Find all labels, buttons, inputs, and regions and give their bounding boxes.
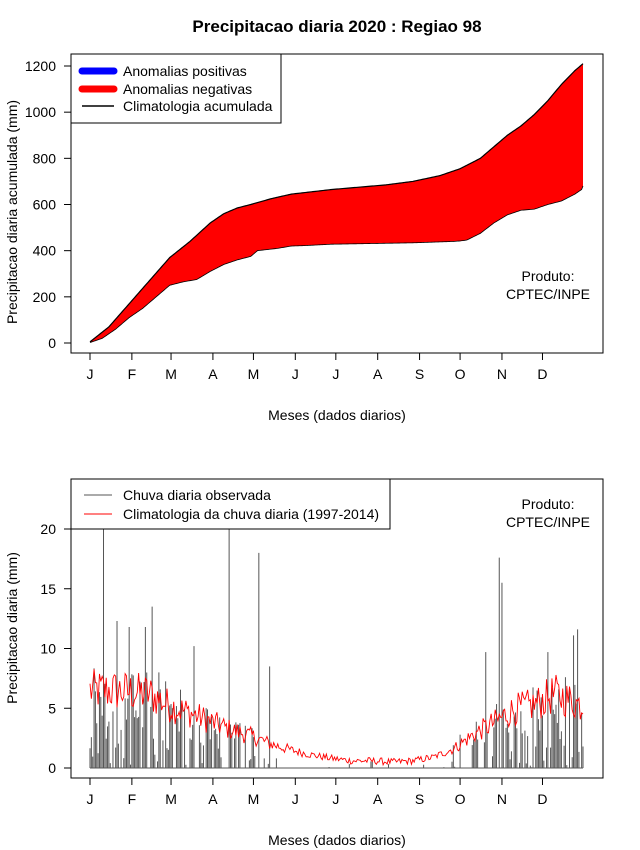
x-tick-label: F xyxy=(128,366,137,382)
legend: Anomalias positivas Anomalias negativas … xyxy=(70,53,282,124)
y-tick-label: 0 xyxy=(48,335,56,351)
observed-accumulated-line xyxy=(89,185,584,343)
x-tick-label: M xyxy=(165,366,177,382)
legend-entry-observed: Chuva diaria observada xyxy=(123,487,271,503)
x-tick-label: A xyxy=(208,366,218,382)
y-tick-label: 20 xyxy=(40,521,56,537)
anomaly-area xyxy=(90,63,583,343)
y-tick-label: 400 xyxy=(33,243,57,259)
climatology-accumulated-line xyxy=(89,63,584,343)
accumulated-precipitation-chart: 0 200 400 600 800 1000 1200 J F M A M J J A S O N D Preci… xyxy=(4,53,604,423)
legend-entry-daily-climatology: Climatologia da chuva diaria (1997-2014) xyxy=(123,506,379,522)
negative-anomaly-fill xyxy=(90,63,583,343)
x-tick-label: M xyxy=(248,366,260,382)
y-tick-label: 200 xyxy=(33,289,57,305)
y-tick-label: 5 xyxy=(48,700,56,716)
legend-entry-negative: Anomalias negativas xyxy=(123,81,252,97)
x-tick-label: M xyxy=(165,791,177,807)
x-axis-label: Meses (dados diarios) xyxy=(268,832,406,848)
y-tick-label: 10 xyxy=(40,641,56,657)
legend: Chuva diaria observada Climatologia da c… xyxy=(70,478,391,530)
x-tick-label: J xyxy=(87,366,94,382)
x-tick-label: S xyxy=(415,791,424,807)
daily-climatology-series xyxy=(89,669,584,767)
y-tick-label: 0 xyxy=(48,760,56,776)
x-tick-label: F xyxy=(128,791,137,807)
x-axis-label: Meses (dados diarios) xyxy=(268,407,406,423)
x-tick-label: M xyxy=(248,791,260,807)
x-tick-label: J xyxy=(332,366,339,382)
x-tick-label: A xyxy=(373,791,383,807)
daily-climatology-line xyxy=(89,669,584,767)
legend-entry-climatology: Climatologia acumulada xyxy=(123,98,273,114)
daily-precipitation-chart: 0 5 10 15 20 J F M A M J J A S O N D Precipitacao diari… xyxy=(4,478,604,848)
x-tick-label: S xyxy=(415,366,424,382)
x-tick-label: A xyxy=(208,791,218,807)
y-axis: 0 200 400 600 800 1000 1200 xyxy=(25,58,72,351)
x-tick-label: J xyxy=(292,791,299,807)
x-tick-label: N xyxy=(497,791,507,807)
y-tick-label: 800 xyxy=(33,150,57,166)
y-tick-label: 600 xyxy=(33,197,57,213)
x-tick-label: D xyxy=(537,366,547,382)
product-label-line2: CPTEC/INPE xyxy=(506,514,590,530)
x-tick-label: J xyxy=(87,791,94,807)
y-tick-label: 1000 xyxy=(25,104,56,120)
accumulated-lines xyxy=(89,63,584,343)
product-label-line1: Produto: xyxy=(522,496,575,512)
x-tick-label: N xyxy=(497,366,507,382)
observed-daily-bars xyxy=(89,529,584,769)
y-axis: 0 5 10 15 20 xyxy=(40,521,72,776)
x-tick-label: J xyxy=(292,366,299,382)
y-axis-label: Precipitacao diaria acumulada (mm) xyxy=(4,100,20,324)
x-tick-label: A xyxy=(373,366,383,382)
x-tick-label: O xyxy=(455,791,466,807)
legend-box xyxy=(70,478,391,530)
product-label-line1: Produto: xyxy=(522,268,575,284)
product-label-line2: CPTEC/INPE xyxy=(506,286,590,302)
legend-entry-positive: Anomalias positivas xyxy=(123,63,247,79)
y-tick-label: 15 xyxy=(40,581,56,597)
x-tick-label: D xyxy=(537,791,547,807)
chart-title: Precipitacao diaria 2020 : Regiao 98 xyxy=(192,17,481,36)
x-tick-label: O xyxy=(455,366,466,382)
y-tick-label: 1200 xyxy=(25,58,56,74)
y-axis-label: Precipitacao diaria (mm) xyxy=(4,552,20,704)
x-tick-label: J xyxy=(332,791,339,807)
